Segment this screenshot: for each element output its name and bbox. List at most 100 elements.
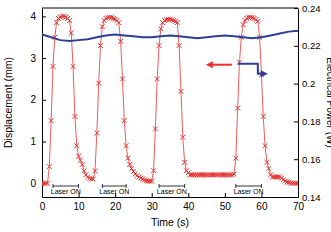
marker — [122, 118, 127, 123]
y-axis-tick-mark — [42, 16, 46, 17]
marker — [157, 43, 162, 48]
marker — [232, 172, 237, 177]
marker — [67, 18, 72, 23]
x-axis-line — [43, 197, 299, 198]
x-axis-tick: 40 — [183, 193, 195, 212]
x-axis-tick-label: 40 — [183, 201, 195, 212]
y2-axis-tick: 0.2 — [294, 78, 315, 89]
marker — [296, 181, 298, 186]
marker — [153, 127, 158, 132]
marker — [182, 160, 187, 165]
arrow-right — [238, 64, 262, 74]
y-axis-tick-label: 4 — [30, 11, 36, 22]
series-line — [42, 31, 298, 41]
y2-axis-tick-label: 0.16 — [302, 154, 321, 165]
x-axis-tick: 10 — [74, 193, 86, 212]
annotation: Laser ON — [51, 184, 81, 195]
marker — [233, 156, 238, 161]
marker — [91, 177, 96, 182]
annotation: Laser ON — [234, 184, 264, 195]
marker — [80, 162, 85, 167]
y2-axis-tick-label: 0.2 — [302, 78, 315, 89]
marker — [175, 20, 180, 25]
chart: 010203040506070012340.140.160.180.20.220… — [0, 0, 331, 232]
marker — [179, 89, 184, 94]
marker — [98, 43, 103, 48]
marker — [120, 77, 125, 82]
y2-axis-tick: 0.24 — [294, 3, 321, 14]
x-axis-tick-label: 70 — [293, 201, 305, 212]
y2-axis-title: Electrical Power (W) — [325, 57, 331, 148]
y-axis-tick: 1 — [30, 136, 46, 147]
marker — [49, 118, 54, 123]
y2-axis-tick-mark — [294, 84, 298, 85]
marker — [124, 143, 129, 148]
marker — [47, 164, 52, 169]
x-axis-tick: 50 — [220, 193, 232, 212]
annotation-text: Laser ON — [157, 188, 187, 195]
marker — [94, 131, 99, 136]
y2-axis-tick-mark — [294, 46, 298, 47]
arrow-left-head — [206, 61, 213, 68]
marker — [116, 20, 121, 25]
y-axis-tick: 2 — [30, 94, 46, 105]
annotation-text: Laser ON — [51, 188, 81, 195]
marker — [149, 179, 154, 184]
y-axis-title: Displacement (mm) — [2, 57, 14, 148]
y-axis-tick-label: 1 — [30, 136, 36, 147]
y2-axis-tick-label: 0.18 — [302, 116, 321, 127]
annotation: Laser ON — [99, 184, 129, 195]
marker — [266, 166, 271, 171]
y-axis-tick-mark — [42, 58, 46, 59]
marker — [118, 39, 123, 44]
x-axis-tick-mark — [225, 193, 226, 197]
x-axis-tick-label: 60 — [256, 201, 268, 212]
y2-axis-tick-label: 0.22 — [302, 40, 321, 51]
x-axis-tick: 30 — [147, 193, 159, 212]
y-axis-tick: 3 — [30, 53, 46, 64]
y2-axis-line — [298, 9, 299, 198]
x-axis: 010203040506070 — [40, 193, 305, 212]
marker — [180, 135, 185, 140]
x-axis-tick-label: 10 — [74, 201, 86, 212]
y-axis-tick-mark — [42, 100, 46, 101]
arrow-right-head — [261, 70, 268, 77]
marker — [155, 77, 160, 82]
annotation-text: Laser ON — [99, 188, 129, 195]
marker — [126, 156, 131, 161]
marker — [93, 168, 98, 173]
y2-axis: 0.14 0.16 0.18 0.2 0.22 0.24 — [294, 3, 321, 203]
frame-top — [42, 8, 298, 9]
marker — [151, 168, 156, 173]
annotation: Laser ON — [157, 184, 187, 195]
y2-axis-tick-mark — [294, 197, 298, 198]
marker — [71, 64, 76, 69]
marker — [69, 31, 74, 36]
y-axis-tick: 4 — [30, 11, 46, 22]
x-axis-tick: 20 — [110, 193, 122, 212]
y-axis-tick-label: 0 — [30, 178, 36, 189]
marker — [45, 181, 50, 186]
y2-axis-tick-label: 0.24 — [302, 3, 321, 14]
plot-area — [42, 14, 298, 186]
marker — [73, 114, 78, 119]
marker — [51, 64, 56, 69]
y2-axis-tick-mark — [294, 121, 298, 122]
marker — [96, 81, 101, 86]
marker — [235, 106, 240, 111]
marker — [255, 19, 260, 24]
marker — [265, 160, 270, 165]
x-axis-tick-label: 50 — [220, 201, 232, 212]
series-line — [42, 16, 298, 183]
y2-axis-tick: 0.14 — [294, 192, 321, 203]
marker — [261, 114, 266, 119]
marker — [158, 26, 163, 31]
y-axis-tick-label: 2 — [30, 94, 36, 105]
marker — [177, 43, 182, 48]
y2-axis-tick-mark — [294, 8, 298, 9]
y2-axis-tick: 0.22 — [294, 40, 321, 51]
y-axis-tick: 0 — [30, 178, 46, 189]
y2-axis-tick-mark — [294, 159, 298, 160]
y2-axis-tick: 0.18 — [294, 116, 321, 127]
arrow-left — [211, 64, 232, 66]
